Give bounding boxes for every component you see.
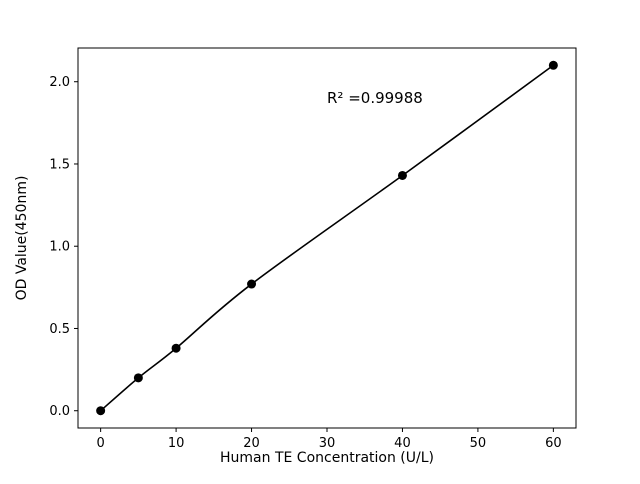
data-point bbox=[247, 279, 257, 289]
y-tick-label: 0.0 bbox=[49, 404, 70, 419]
x-tick-label: 50 bbox=[470, 436, 487, 451]
y-axis: 0.0 0.5 1.0 1.5 2.0 bbox=[49, 75, 78, 419]
y-axis-label: OD Value(450nm) bbox=[14, 176, 30, 301]
x-tick-label: 20 bbox=[243, 436, 260, 451]
y-tick-label: 0.5 bbox=[49, 322, 70, 337]
x-tick-label: 40 bbox=[394, 436, 411, 451]
r-squared-annotation: R² =0.99988 bbox=[327, 89, 423, 107]
x-tick-label: 60 bbox=[545, 436, 562, 451]
x-tick-label: 0 bbox=[96, 436, 104, 451]
data-point bbox=[96, 406, 106, 416]
x-axis-label: Human TE Concentration (U/L) bbox=[220, 450, 434, 466]
y-tick-label: 1.5 bbox=[49, 157, 70, 172]
data-point bbox=[171, 343, 181, 353]
data-point bbox=[133, 373, 143, 383]
y-tick-label: 2.0 bbox=[49, 75, 70, 90]
x-tick-label: 10 bbox=[168, 436, 185, 451]
data-points bbox=[96, 60, 558, 416]
data-point bbox=[548, 60, 558, 70]
x-tick-label: 30 bbox=[319, 436, 336, 451]
x-axis: 0 10 20 30 40 50 60 bbox=[96, 428, 562, 451]
y-tick-label: 1.0 bbox=[49, 240, 70, 255]
data-point bbox=[397, 170, 407, 180]
